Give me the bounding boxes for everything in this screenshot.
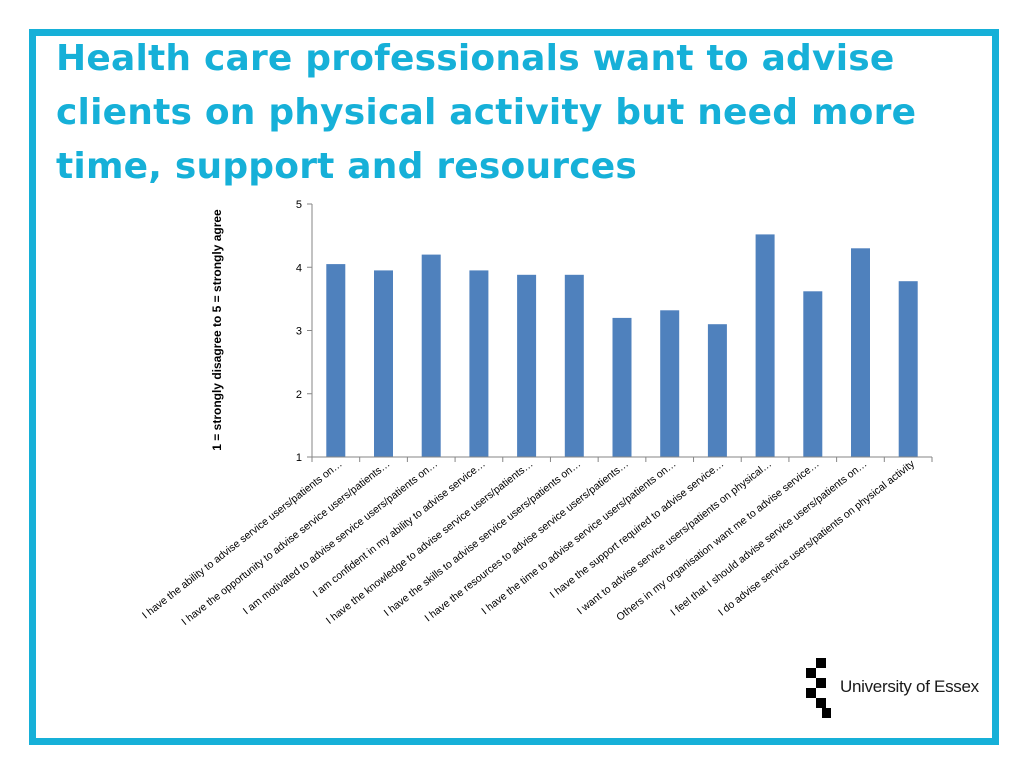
slide-title: Health care professionals want to advise… (56, 38, 917, 187)
y-tick-label: 5 (296, 199, 302, 211)
y-tick-label: 3 (296, 326, 302, 338)
x-tick-label: I have the support required to advise se… (548, 458, 726, 601)
bar (707, 324, 727, 457)
x-tick-labels: I have the ability to advise service use… (140, 457, 918, 628)
bar (803, 291, 823, 457)
x-tick-label: I am confident in my ability to advise s… (311, 458, 488, 600)
y-tick-labels: 1 2 3 4 5 (296, 199, 302, 464)
checkered-squares-logo-icon (806, 658, 831, 718)
bar (326, 264, 346, 457)
bar (564, 274, 584, 457)
y-tick-label: 4 (296, 262, 302, 274)
bar (851, 248, 870, 457)
y-tick-label: 2 (296, 389, 302, 401)
x-tick-label: I have the ability to advise service use… (140, 458, 345, 622)
bar (612, 317, 632, 457)
y-axis-label: 1 = strongly disagree to 5 = strongly ag… (210, 209, 224, 451)
bar (517, 274, 537, 457)
bar (898, 281, 918, 457)
chart-bars (326, 234, 918, 457)
bar (469, 270, 489, 457)
logo-text: University of Essex (840, 677, 979, 696)
bar (660, 310, 680, 457)
bar (421, 254, 441, 457)
bar (374, 270, 393, 457)
slide-frame (29, 29, 999, 745)
bar (755, 234, 775, 457)
chart-axes (307, 203, 933, 462)
y-tick-label: 1 (296, 452, 302, 464)
